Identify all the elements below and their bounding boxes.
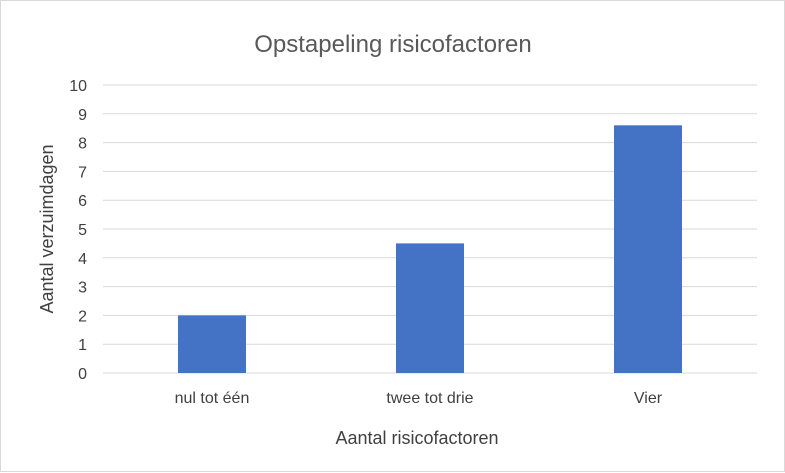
y-tick-label: 3	[78, 280, 87, 297]
bar	[178, 315, 246, 373]
y-tick-label: 10	[69, 78, 87, 95]
y-axis-ticks: 0 1 2 3 4 5 6 7 8 9 10	[69, 78, 87, 383]
y-tick-label: 0	[78, 366, 87, 383]
x-tick-label: nul tot één	[175, 390, 250, 407]
y-tick-label: 9	[78, 107, 87, 124]
y-tick-label: 7	[78, 164, 87, 181]
y-axis-label: Aantal verzuimdagen	[37, 144, 57, 313]
bar	[396, 243, 464, 373]
bars	[178, 125, 682, 373]
y-tick-label: 1	[78, 337, 87, 354]
y-tick-label: 8	[78, 136, 87, 153]
x-axis-ticks: nul tot één twee tot drie Vier	[175, 390, 663, 407]
y-tick-label: 4	[78, 251, 87, 268]
chart-title: Opstapeling risicofactoren	[254, 31, 531, 58]
y-tick-label: 5	[78, 222, 87, 239]
x-tick-label: twee tot drie	[386, 390, 473, 407]
y-tick-label: 2	[78, 308, 87, 325]
y-tick-label: 6	[78, 193, 87, 210]
x-axis-label: Aantal risicofactoren	[335, 428, 498, 448]
x-tick-label: Vier	[634, 390, 663, 407]
bar	[614, 125, 682, 373]
